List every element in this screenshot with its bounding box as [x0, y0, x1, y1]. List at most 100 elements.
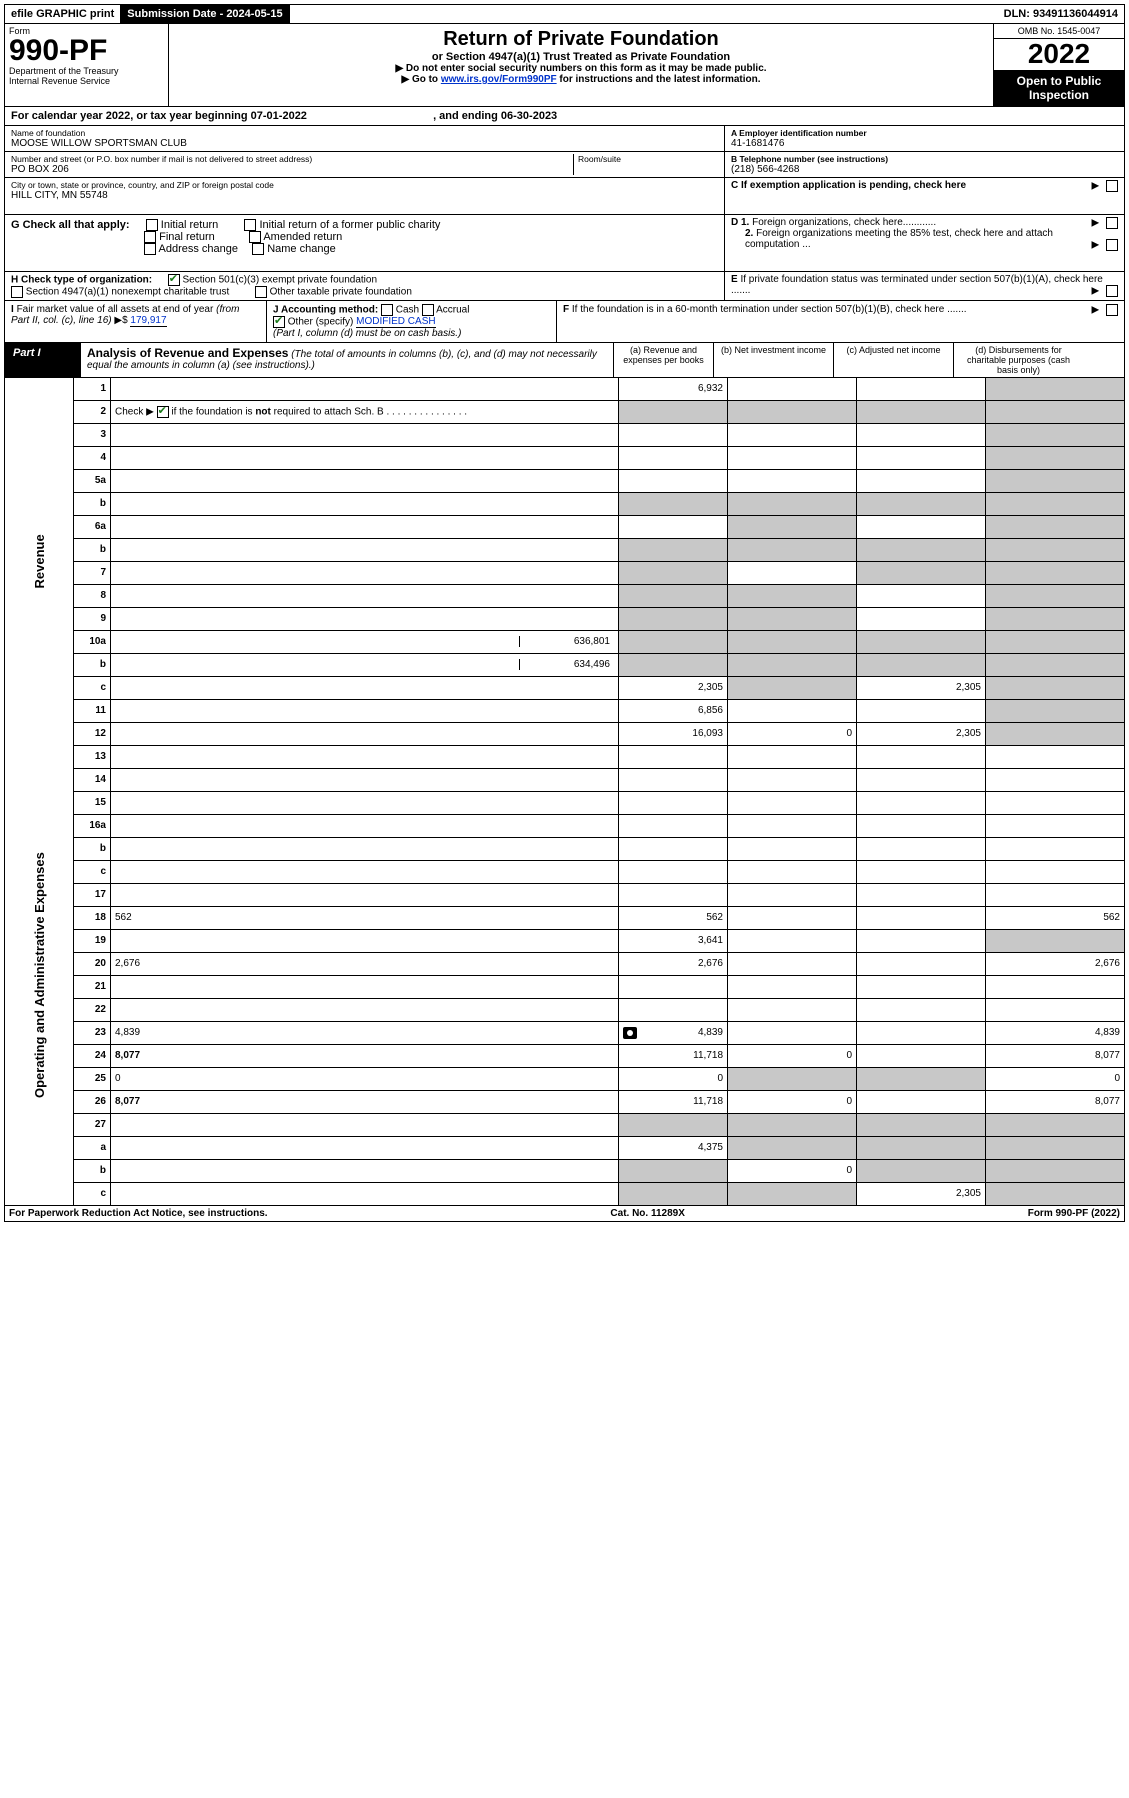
d-cell: D 1. Foreign organizations, check here..… [725, 215, 1124, 272]
h-other-taxable-checkbox[interactable] [255, 286, 267, 298]
line-description [111, 1113, 619, 1136]
j-accrual: Accrual [436, 304, 469, 315]
city-cell: City or town, state or province, country… [5, 178, 725, 215]
col-b-value [728, 400, 857, 423]
line-number: 11 [74, 699, 111, 722]
col-a-value [619, 515, 728, 538]
g-name-change-checkbox[interactable] [252, 243, 264, 255]
line-number: 22 [74, 998, 111, 1021]
col-c-value [857, 814, 986, 837]
submission-date: Submission Date - 2024-05-15 [121, 5, 289, 23]
col-a-value [619, 469, 728, 492]
col-a-value [619, 837, 728, 860]
col-a-value [619, 423, 728, 446]
table-row: 15 [5, 791, 1125, 814]
col-b-value: 0 [728, 1090, 857, 1113]
line-description [111, 561, 619, 584]
year-box: OMB No. 1545-0047 2022 Open to Public In… [993, 24, 1124, 106]
col-a-value [619, 975, 728, 998]
top-bar: efile GRAPHIC print Submission Date - 20… [4, 4, 1125, 24]
table-row: 7 [5, 561, 1125, 584]
col-b-value [728, 584, 857, 607]
line-description [111, 699, 619, 722]
form-id-box: Form 990-PF Department of the Treasury I… [5, 24, 169, 106]
form-link[interactable]: www.irs.gov/Form990PF [441, 74, 557, 85]
line2-checkbox[interactable] [157, 406, 169, 418]
line-description [111, 515, 619, 538]
g-initial-return-checkbox[interactable] [146, 219, 158, 231]
col-c-value [857, 469, 986, 492]
line-number: 21 [74, 975, 111, 998]
col-a-value [619, 1113, 728, 1136]
col-d-value [986, 722, 1125, 745]
table-row: 4 [5, 446, 1125, 469]
j-cash-checkbox[interactable] [381, 304, 393, 316]
line-description [111, 378, 619, 401]
line-description [111, 469, 619, 492]
table-row: 2Check ▶ if the foundation is not requir… [5, 400, 1125, 423]
line-number: b [74, 492, 111, 515]
table-row: Operating and Administrative Expenses13 [5, 745, 1125, 768]
phone-cell: B Telephone number (see instructions) (2… [725, 152, 1124, 178]
g-address-change-checkbox[interactable] [144, 243, 156, 255]
h-4947-checkbox[interactable] [11, 286, 23, 298]
line-number: 17 [74, 883, 111, 906]
c-checkbox[interactable] [1106, 180, 1118, 192]
col-c-value [857, 952, 986, 975]
col-a-value [619, 768, 728, 791]
col-a-value [619, 584, 728, 607]
col-c-value [857, 400, 986, 423]
foundation-name: MOOSE WILLOW SPORTSMAN CLUB [11, 138, 718, 149]
g-initial-public-checkbox[interactable] [244, 219, 256, 231]
table-row: 6a [5, 515, 1125, 538]
f-cell: F If the foundation is in a 60-month ter… [557, 301, 1124, 342]
table-row: 193,641 [5, 929, 1125, 952]
line-description [111, 860, 619, 883]
f-checkbox[interactable] [1106, 304, 1118, 316]
e-cell: E If private foundation status was termi… [725, 272, 1124, 301]
line-number: c [74, 860, 111, 883]
col-c-value [857, 446, 986, 469]
g-amended-checkbox[interactable] [249, 231, 261, 243]
g-final-return-checkbox[interactable] [144, 231, 156, 243]
col-d-value [986, 814, 1125, 837]
d1-checkbox[interactable] [1106, 217, 1118, 229]
line-description [111, 768, 619, 791]
col-d-value [986, 423, 1125, 446]
col-c-value [857, 1021, 986, 1044]
col-c-value [857, 538, 986, 561]
h-opt1: Section 501(c)(3) exempt private foundat… [182, 274, 377, 285]
efile-print-button[interactable]: efile GRAPHIC print [5, 5, 121, 23]
col-c-value: 2,305 [857, 722, 986, 745]
table-row: 248,07711,71808,077 [5, 1044, 1125, 1067]
line-description [111, 607, 619, 630]
col-b-value [728, 423, 857, 446]
sub-value: 636,801 [519, 636, 614, 647]
h-501c3-checkbox[interactable] [168, 274, 180, 286]
line-description: 636,801 [111, 630, 619, 653]
col-c-value [857, 791, 986, 814]
table-row: 1216,09302,305 [5, 722, 1125, 745]
g-opt-initial: Initial return [161, 219, 218, 231]
d2-checkbox[interactable] [1106, 239, 1118, 251]
col-d-header: (d) Disbursements for charitable purpose… [953, 343, 1083, 377]
col-b-value: 0 [728, 722, 857, 745]
line-number: 13 [74, 745, 111, 768]
col-a-value: 0 [619, 1067, 728, 1090]
title-box: Return of Private Foundation or Section … [169, 24, 993, 106]
j-other-checkbox[interactable] [273, 316, 285, 328]
table-row: b0 [5, 1159, 1125, 1182]
e-checkbox[interactable] [1106, 285, 1118, 297]
j-accrual-checkbox[interactable] [422, 304, 434, 316]
attachment-icon[interactable] [623, 1027, 637, 1039]
col-b-value [728, 492, 857, 515]
col-c-value [857, 1113, 986, 1136]
j-other-value: MODIFIED CASH [356, 316, 435, 328]
col-d-value [986, 446, 1125, 469]
col-b-value [728, 1021, 857, 1044]
col-d-value [986, 1136, 1125, 1159]
table-row: 14 [5, 768, 1125, 791]
col-d-value [986, 400, 1125, 423]
table-row: 116,856 [5, 699, 1125, 722]
instr2-post: for instructions and the latest informat… [557, 74, 761, 85]
